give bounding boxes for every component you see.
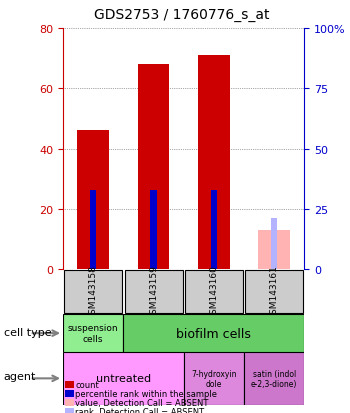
Text: GSM143161: GSM143161	[270, 265, 279, 319]
Text: GSM143159: GSM143159	[149, 265, 158, 319]
Bar	[198, 56, 230, 269]
Text: agent: agent	[4, 371, 36, 381]
Text: GSM143158: GSM143158	[89, 265, 98, 319]
FancyBboxPatch shape	[185, 271, 243, 313]
Text: cell type: cell type	[4, 328, 51, 337]
Bar	[150, 190, 157, 269]
Text: GDS2753 / 1760776_s_at: GDS2753 / 1760776_s_at	[94, 8, 270, 22]
Bar	[271, 219, 278, 269]
FancyBboxPatch shape	[244, 352, 304, 405]
Bar	[211, 190, 217, 269]
FancyBboxPatch shape	[63, 315, 123, 352]
Text: satin (indol
e-2,3-dione): satin (indol e-2,3-dione)	[251, 369, 298, 388]
Text: suspension
cells: suspension cells	[68, 324, 119, 343]
Text: biofilm cells: biofilm cells	[176, 327, 251, 340]
Text: value, Detection Call = ABSENT: value, Detection Call = ABSENT	[75, 398, 209, 407]
FancyBboxPatch shape	[184, 352, 244, 405]
FancyBboxPatch shape	[64, 271, 122, 313]
FancyBboxPatch shape	[245, 271, 303, 313]
FancyBboxPatch shape	[125, 271, 183, 313]
Bar	[138, 65, 169, 269]
Bar	[258, 230, 290, 269]
Bar	[90, 190, 96, 269]
Text: GSM143160: GSM143160	[209, 265, 218, 319]
Text: untreated: untreated	[96, 373, 151, 383]
Text: count: count	[75, 380, 99, 389]
Text: percentile rank within the sample: percentile rank within the sample	[75, 389, 217, 398]
FancyBboxPatch shape	[63, 352, 184, 405]
Text: rank, Detection Call = ABSENT: rank, Detection Call = ABSENT	[75, 407, 204, 413]
FancyBboxPatch shape	[123, 315, 304, 352]
Text: 7-hydroxyin
dole: 7-hydroxyin dole	[191, 369, 237, 388]
Bar	[77, 131, 109, 269]
